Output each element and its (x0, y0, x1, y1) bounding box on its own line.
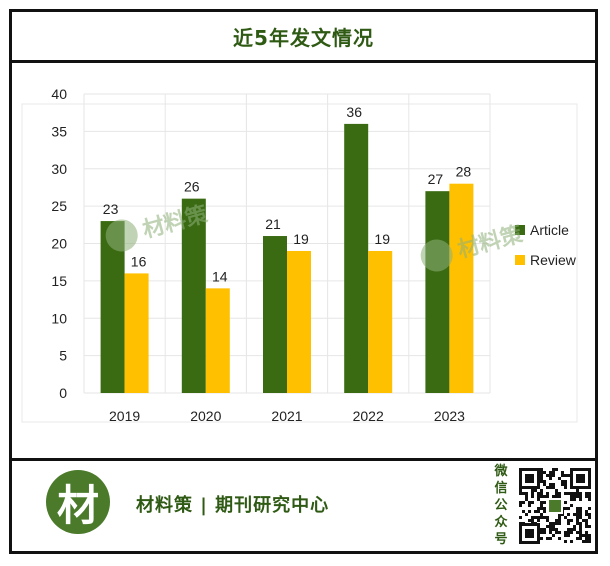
data-label: 28 (456, 164, 472, 180)
x-tick-label: 2020 (190, 408, 221, 424)
data-label: 21 (265, 216, 281, 232)
chart-title: 近5年发文情况 (233, 25, 374, 50)
wechat-label: 微 信 公 众 号 (488, 463, 514, 548)
legend-swatch (515, 255, 525, 265)
bar-review (287, 250, 311, 393)
x-tick-label: 2021 (271, 408, 302, 424)
data-label: 19 (374, 231, 390, 247)
bar-chart: 0 5 10 15 20 25 30 35 40 23 16 2019 26 14 2020 21 19 2021… (21, 86, 578, 424)
wechat-char: 众 (494, 515, 508, 530)
y-tick-label: 5 (59, 348, 67, 364)
bar-review (449, 183, 474, 393)
bar-review (124, 273, 149, 393)
bar-article (425, 191, 450, 393)
data-label: 27 (428, 171, 444, 187)
y-tick-label: 25 (51, 198, 67, 214)
y-tick-label: 0 (59, 385, 67, 401)
bar-article (344, 123, 369, 394)
x-tick-label: 2022 (353, 408, 384, 424)
y-tick-label: 40 (51, 86, 67, 102)
data-label: 16 (131, 253, 147, 269)
bar-article (263, 236, 287, 393)
y-tick-label: 20 (51, 236, 67, 252)
wechat-char: 信 (494, 481, 508, 496)
x-tick-label: 2019 (109, 408, 140, 424)
y-tick-label: 10 (51, 310, 67, 326)
brand-name: 材料策 | 期刊研究中心 (136, 495, 330, 516)
data-label: 14 (212, 268, 228, 284)
brand-logo: 材 (46, 470, 110, 534)
chart-frame: 近5年发文情况 0 5 10 15 20 25 30 35 40 23 16 2019 26 14 2020… (9, 9, 598, 554)
wechat-char: 号 (494, 532, 508, 547)
plot-border (21, 103, 578, 423)
data-label: 26 (184, 179, 200, 195)
x-tick-label: 2023 (434, 408, 465, 424)
qr-code (518, 467, 592, 545)
legend-swatch (515, 225, 525, 235)
logo-char: 材 (56, 480, 99, 530)
data-label: 19 (293, 231, 309, 247)
legend-label: Article (530, 222, 569, 238)
legend-label: Review (530, 252, 577, 268)
bar-review (368, 250, 393, 393)
y-tick-label: 35 (51, 123, 67, 139)
data-label: 23 (103, 201, 119, 217)
footer: 材 材料策 | 期刊研究中心 微 信 公 众 号 (12, 458, 595, 551)
qr-center-logo (549, 500, 561, 512)
bar-review (205, 288, 230, 393)
y-tick-label: 15 (51, 273, 67, 289)
bar-article (181, 198, 206, 393)
data-label: 36 (346, 104, 362, 120)
wechat-char: 微 (494, 464, 508, 479)
title-bar: 近5年发文情况 (12, 12, 595, 63)
wechat-char: 公 (494, 498, 508, 513)
y-tick-label: 30 (51, 161, 67, 177)
